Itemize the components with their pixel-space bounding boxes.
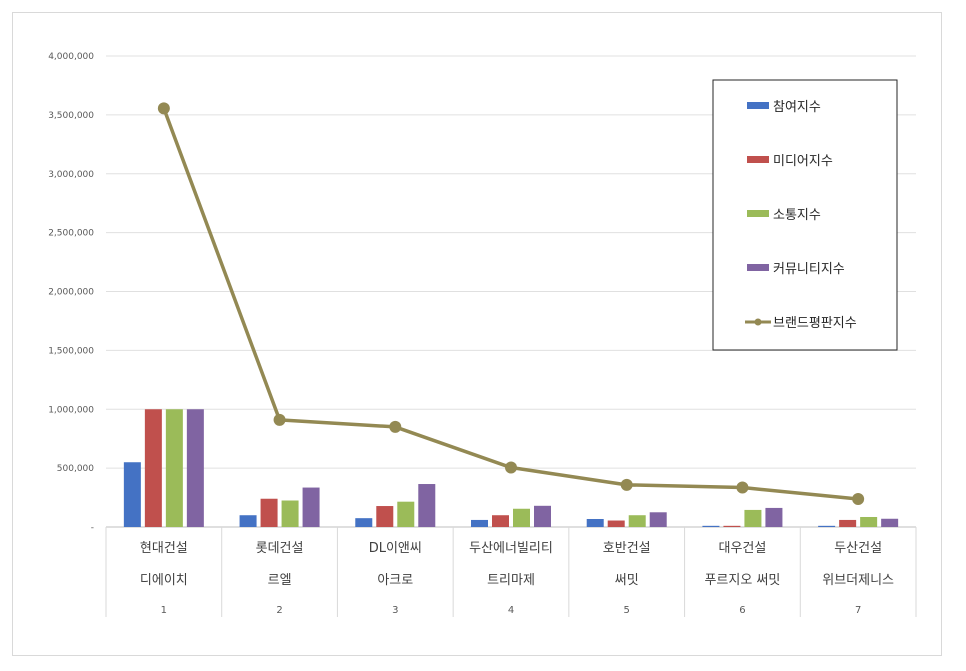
legend-line-marker [754,318,762,326]
line-series [157,102,865,505]
y-tick-label: 4,000,000 [48,52,94,62]
legend-swatch [747,102,769,109]
y-tick-label: 3,000,000 [48,170,94,180]
category-index: 6 [739,605,745,616]
line-marker [389,420,402,433]
legend-label: 브랜드평판지수 [773,316,857,331]
bar [765,507,783,527]
chart-frame: 4,000,000 3,500,000 3,000,000 2,500,000 2,00… [12,12,942,656]
bar [239,515,257,527]
legend-swatch [747,156,769,163]
bar [376,506,394,527]
bar [649,512,667,527]
bar [702,525,720,527]
category-index: 2 [276,605,282,616]
line-marker [852,492,865,505]
y-axis: 4,000,000 3,500,000 3,000,000 2,500,000 2,00… [48,52,94,533]
y-tick-label: 1,000,000 [48,405,94,415]
bar [744,509,762,527]
category-label-line1: 두산건설 [834,541,882,556]
y-tick-label: 2,000,000 [48,288,94,298]
bar [260,498,278,527]
bar [355,518,373,527]
bar [607,520,625,527]
category-label-line2: 써밋 [615,573,639,588]
bars [123,409,899,527]
y-tick-label: 2,500,000 [48,229,94,239]
legend-label: 참여지수 [773,100,821,115]
category-label-line2: 디에이치 [140,573,188,588]
bar [281,500,299,527]
legend-swatch [747,264,769,271]
category-label-line2: 트리마제 [487,573,535,588]
category-label-line2: 아크로 [377,573,413,588]
bar [513,508,530,527]
legend-label: 미디어지수 [773,154,833,169]
bar [860,516,878,527]
chart-svg: 4,000,000 3,500,000 3,000,000 2,500,000 2,00… [48,52,917,617]
category-label-line2: 르엘 [268,573,292,588]
line-marker [620,478,633,491]
category-label-line1: DL이앤씨 [369,541,422,556]
line-marker [157,102,170,115]
legend-swatch [747,210,769,217]
bar [397,501,415,527]
category-label-line1: 호반건설 [603,541,651,556]
legend-label: 커뮤니티지수 [773,262,845,277]
y-tick-label: - [91,523,94,533]
category-index: 7 [855,605,861,616]
category-index: 3 [392,605,398,616]
bar [302,487,320,527]
bar [534,505,551,527]
y-tick-label: 3,500,000 [48,111,94,121]
legend-box [712,79,898,351]
category-label-line1: 롯데건설 [256,541,304,556]
category-index: 4 [508,605,514,616]
line-marker [736,481,749,494]
gridlines [106,55,916,528]
bar [492,515,509,527]
category-index: 1 [161,605,167,616]
bar [818,525,836,527]
bar [165,409,183,527]
legend-label: 소통지수 [773,208,821,223]
bar [123,462,141,527]
bar [144,409,162,527]
bar [628,515,646,527]
y-tick-label: 1,500,000 [48,346,94,356]
bar [418,484,436,527]
bar [881,518,899,527]
bar [186,409,204,527]
category-label-line2: 푸르지오 써밋 [704,573,780,588]
line-marker [505,461,517,474]
category-label-line2: 위브더제니스 [822,573,894,588]
bar [471,519,488,527]
category-label-line1: 현대건설 [140,541,188,556]
category-label-line1: 두산에너빌리티 [469,541,553,556]
bar [586,518,604,527]
line-marker [273,413,286,426]
bar [723,525,741,527]
category-index: 5 [624,605,630,616]
category-label-line1: 대우건설 [719,541,767,556]
bar [839,519,857,527]
y-tick-label: 500,000 [57,464,94,474]
